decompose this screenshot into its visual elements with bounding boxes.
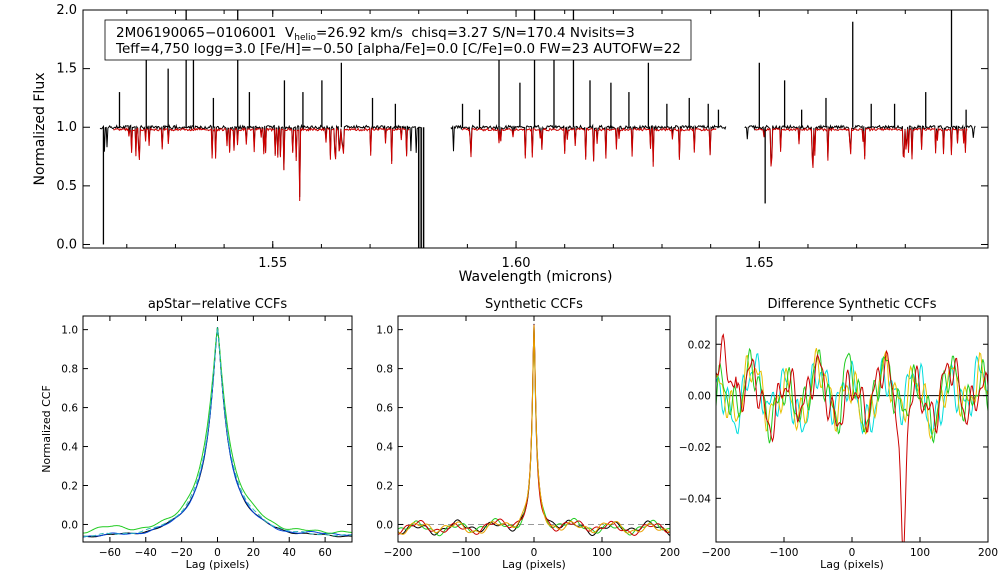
y-axis-label: Normalized CCF	[40, 385, 53, 473]
y-tick-label: 0.5	[56, 179, 77, 194]
apstar-ccf-panel-plot	[83, 327, 352, 538]
y-tick-label: −0.04	[679, 493, 711, 505]
model-spectrum-chip-2	[461, 127, 717, 167]
difference-ccf-series-3	[716, 347, 988, 444]
x-tick-label: −200	[702, 547, 731, 559]
y-tick-label: 0.6	[61, 403, 78, 415]
model-spectrum-chip-1	[113, 126, 410, 202]
x-tick-label: 40	[283, 547, 296, 559]
x-tick-label: 0	[214, 547, 221, 559]
observed-spectrum-chip-3	[744, 124, 976, 167]
x-tick-label: −20	[171, 547, 193, 559]
annotation-line-1: 2M06190065−0106001 Vhelio=26.92 km/s chi…	[116, 25, 635, 43]
y-tick-label: 0.4	[376, 442, 393, 454]
ccf-series-1	[83, 327, 352, 538]
synthetic-ccf-series-3	[398, 324, 670, 536]
annotation-box	[104, 19, 692, 61]
synthetic-ccf-series-4	[398, 325, 670, 535]
x-tick-label: 1.60	[502, 256, 531, 271]
x-tick-label: 1.65	[745, 256, 774, 271]
panel-title: Difference Synthetic CCFs	[767, 297, 936, 312]
spectrum-panel: 1.55 1.60 1.65 0.0 0.5 1.0 1.5 2.0 Wavelength (m…	[32, 3, 989, 285]
y-tick-label: 0.0	[61, 519, 78, 531]
x-tick-label: 0	[531, 547, 538, 559]
x-tick-label: −40	[135, 547, 157, 559]
x-axis-label: Wavelength (microns)	[459, 269, 613, 285]
annotation-spacer	[403, 25, 412, 41]
annotation-line-2: Teff=4,750 logg=3.0 [Fe/H]=−0.50 [alpha/…	[115, 41, 681, 57]
x-tick-label: 20	[247, 547, 260, 559]
synthetic-ccf-panel: −200 −100 0 100 200 0.0 0.2 0.4 0.6 0.8 1.0 Synthet…	[376, 297, 680, 571]
y-tick-label: 0.02	[688, 339, 711, 351]
annotation-stats: chisq=3.27 S/N=170.4 Nvisits=3	[411, 25, 634, 41]
x-tick-label: 60	[318, 547, 331, 559]
difference-ccf-panel-plot	[716, 333, 988, 542]
apstar-ccf-panel: −60 −40 −20 0 20 40 60 0.0 0.2 0.4 0.6 0.8 1.0 apStar…	[40, 297, 353, 571]
observed-spectrum-chip-1	[99, 123, 421, 198]
y-tick-label: 0.2	[376, 481, 393, 493]
x-tick-label: −200	[384, 547, 413, 559]
x-tick-label: −100	[452, 547, 481, 559]
y-tick-label: −0.02	[679, 442, 711, 454]
y-tick-label: 0.4	[61, 442, 78, 454]
x-tick-label: −60	[99, 547, 121, 559]
y-tick-label: 1.0	[61, 325, 78, 337]
y-axis-label: Normalized Flux	[32, 73, 48, 186]
x-axis-label: Lag (pixels)	[502, 558, 566, 571]
x-tick-label: 0	[849, 547, 856, 559]
ccf-series-3	[83, 327, 352, 534]
y-tick-label: 0.0	[376, 519, 393, 531]
annotation-spacer	[276, 25, 285, 41]
x-axis-label: Lag (pixels)	[186, 558, 250, 571]
y-tick-label: 0.8	[376, 364, 393, 376]
plot-frame	[82, 9, 989, 249]
panel-title: apStar−relative CCFs	[148, 297, 288, 312]
annotation-vhelio-subscript: helio	[294, 33, 316, 43]
y-tick-label: 1.5	[56, 62, 77, 77]
annotation-vhelio-prefix: V	[285, 25, 295, 41]
x-axis-label: Lag (pixels)	[820, 558, 884, 571]
ccf-series-2	[83, 327, 352, 538]
synthetic-ccf-panel-plot	[398, 323, 670, 537]
y-tick-label: 0.6	[376, 403, 393, 415]
synthetic-ccf-series-1	[398, 323, 670, 537]
x-tick-label: 100	[910, 547, 930, 559]
ccf-series-4	[83, 327, 352, 537]
x-tick-label: 200	[660, 547, 680, 559]
annotation-star-id: 2M06190065−0106001	[116, 25, 276, 41]
panel-title: Synthetic CCFs	[485, 297, 583, 312]
plot-frame	[715, 315, 989, 543]
x-tick-label: 100	[592, 547, 612, 559]
y-tick-label: 0.00	[688, 391, 711, 403]
x-tick-label: 200	[978, 547, 998, 559]
difference-ccf-series-2	[716, 333, 988, 542]
y-tick-label: 1.0	[56, 120, 77, 135]
x-tick-label: 1.55	[258, 256, 287, 271]
x-tick-label: −100	[770, 547, 799, 559]
y-tick-label: 1.0	[376, 325, 393, 337]
plot-frame	[82, 315, 353, 543]
y-tick-label: 2.0	[56, 3, 77, 18]
y-tick-label: 0.2	[61, 481, 78, 493]
synthetic-ccf-series-2	[398, 329, 670, 537]
difference-ccf-series-5	[716, 352, 988, 435]
difference-ccf-panel: −200 −100 0 100 200 0.02 0.00 −0.02 −0.04 Differe…	[679, 297, 998, 571]
y-tick-label: 0.8	[61, 364, 78, 376]
y-tick-label: 0.0	[56, 237, 77, 252]
annotation-vhelio-value: =26.92 km/s	[316, 25, 403, 41]
model-spectrum-chip-3	[754, 127, 968, 168]
